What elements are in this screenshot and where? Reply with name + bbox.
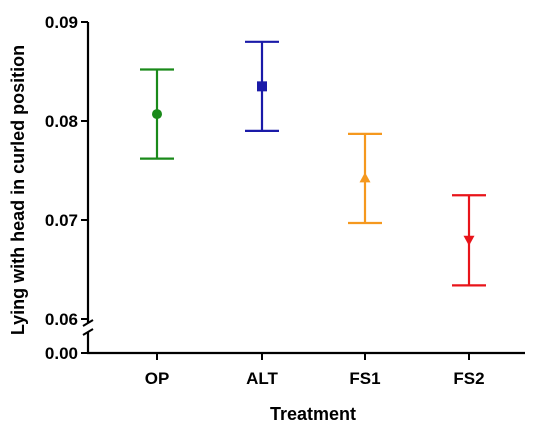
data-point-alt bbox=[257, 81, 267, 92]
data-point-op bbox=[152, 109, 162, 120]
y-tick-label: 0.06 bbox=[45, 310, 78, 329]
axis-labels: Treatment Lying with head in curled posi… bbox=[8, 45, 356, 424]
y-axis-break-mark bbox=[82, 319, 94, 327]
y-tick-label: 0.07 bbox=[45, 211, 78, 230]
x-tick-label-fs1: FS1 bbox=[349, 369, 380, 388]
y-axis-break-mark bbox=[82, 328, 94, 336]
x-tick-label-alt: ALT bbox=[246, 369, 278, 388]
y-tick-label: 0.08 bbox=[45, 112, 78, 131]
y-tick-label: 0.00 bbox=[45, 344, 78, 363]
x-tick-label-fs2: FS2 bbox=[453, 369, 484, 388]
x-axis-title: Treatment bbox=[270, 404, 356, 424]
data-point-fs2 bbox=[463, 235, 475, 246]
y-axis-title: Lying with head in curled position bbox=[8, 45, 28, 335]
x-tick-label-op: OP bbox=[145, 369, 170, 388]
axes: 0.06 0.07 0.08 0.09 0.00 OP ALT FS1 FS2 bbox=[45, 13, 525, 388]
y-tick-label: 0.09 bbox=[45, 13, 78, 32]
data-marks bbox=[140, 40, 486, 287]
data-point-fs1 bbox=[359, 172, 371, 183]
